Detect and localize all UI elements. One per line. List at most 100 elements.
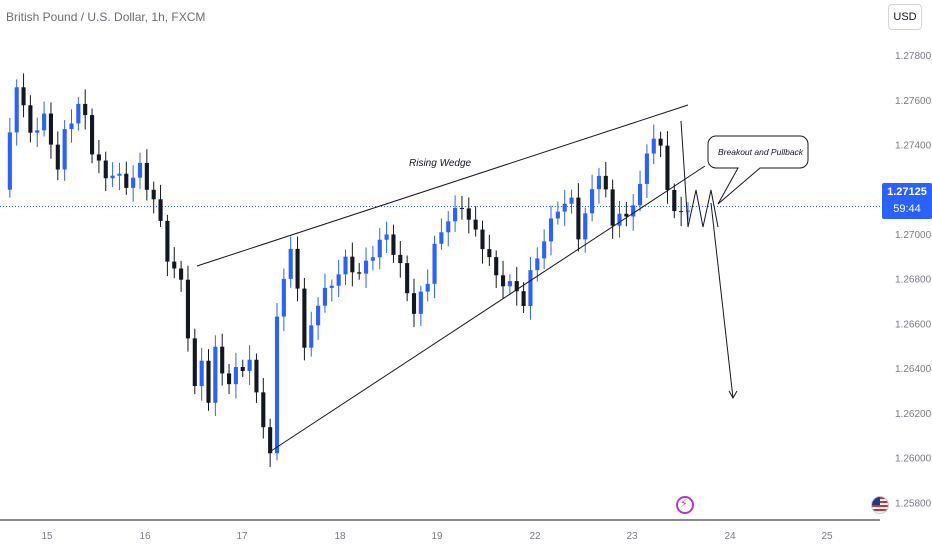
candle-body — [329, 285, 334, 288]
us-flag-event-icon[interactable] — [871, 496, 889, 514]
candle-body — [446, 221, 451, 233]
candle-body — [617, 213, 622, 226]
candle-body — [179, 268, 184, 280]
candle-body — [665, 145, 670, 190]
candle-body — [651, 138, 656, 154]
candle-body — [624, 213, 629, 217]
candle-body — [631, 205, 636, 217]
candle-body — [425, 283, 430, 292]
callout-bubble[interactable] — [707, 135, 809, 205]
candle-body — [233, 366, 238, 385]
candle-body — [151, 189, 156, 200]
candle-body — [42, 113, 47, 131]
time-tick-label: 16 — [139, 531, 151, 542]
candle-body — [89, 115, 95, 155]
candle-body — [83, 103, 88, 116]
candle-body — [507, 281, 512, 287]
candle-body — [377, 239, 382, 258]
wedge-lower-trendline[interactable] — [267, 165, 706, 454]
time-axis[interactable]: 15 16 17 18 19 22 23 24 25 — [41, 531, 833, 542]
candle-body — [487, 249, 492, 258]
last-price-badge: 1.27125 59:44 — [882, 183, 932, 219]
price-tick-label: 1.26400 — [895, 364, 932, 375]
candle-body — [466, 208, 471, 220]
last-price-value: 1.27125 — [887, 186, 927, 198]
candle-body — [610, 189, 615, 226]
candle-body — [131, 177, 136, 188]
candle-body — [672, 189, 677, 212]
candle-body — [185, 279, 191, 339]
candle-body — [69, 123, 74, 130]
price-tick-label: 1.27800 — [895, 51, 932, 62]
candle-body — [192, 338, 197, 387]
candle-body — [514, 281, 519, 292]
candle-body — [226, 373, 232, 385]
candle-body — [281, 278, 286, 317]
price-tick-label: 1.25800 — [895, 498, 932, 509]
candle-body — [288, 248, 293, 279]
candle-body — [370, 257, 375, 261]
candle-body — [391, 234, 396, 255]
bar-countdown: 59:44 — [893, 203, 921, 215]
candle-body — [363, 260, 369, 274]
projection-arrowhead — [728, 390, 738, 400]
candle-body — [405, 263, 410, 294]
candle-body — [384, 234, 389, 240]
candle-body — [110, 175, 115, 179]
candle-body — [302, 288, 307, 348]
candle-body — [206, 360, 211, 403]
time-tick-label: 17 — [236, 531, 248, 542]
currency-button[interactable]: USD — [888, 4, 922, 30]
candle-body — [7, 132, 12, 190]
time-tick-label: 24 — [724, 531, 736, 542]
candle-body — [343, 256, 348, 275]
candle-body — [603, 175, 608, 190]
price-axis[interactable]: 1.278001.276001.274001.272001.270001.268… — [895, 51, 932, 509]
drawings-layer[interactable]: Rising Wedge Breakout and Pullback — [196, 104, 809, 454]
candle-body — [172, 261, 177, 269]
candle-body — [576, 197, 581, 240]
wedge-upper-trendline[interactable] — [196, 104, 689, 267]
projection-arrow[interactable] — [710, 202, 734, 399]
candle-body — [165, 220, 170, 262]
price-tick-label: 1.26800 — [895, 275, 932, 286]
lightning-event-icon[interactable] — [676, 496, 694, 514]
candle-body — [480, 229, 485, 250]
candle-series — [7, 73, 691, 467]
time-tick-label: 19 — [431, 531, 443, 542]
candle-body — [261, 392, 266, 428]
symbol-title: British Pound / U.S. Dollar, 1h, FXCM — [6, 10, 206, 24]
candle-body — [569, 197, 574, 204]
candle-body — [439, 232, 444, 244]
candle-body — [411, 293, 417, 314]
candle-body — [199, 360, 204, 387]
candle-body — [583, 213, 588, 240]
candle-body — [521, 291, 526, 306]
price-tick-label: 1.26000 — [895, 454, 932, 465]
candle-body — [494, 257, 499, 276]
candle-body — [473, 219, 478, 230]
time-tick-label: 22 — [529, 531, 541, 542]
candle-body — [158, 199, 163, 221]
candle-body — [35, 130, 40, 133]
candle-body — [528, 270, 533, 306]
candle-body — [590, 189, 595, 214]
candle-body — [336, 274, 341, 286]
pullback-zigzag[interactable] — [680, 120, 719, 228]
candle-body — [76, 103, 81, 124]
candle-body — [254, 359, 259, 393]
candle-body — [240, 366, 245, 371]
candle-body — [562, 203, 567, 212]
candle-body — [14, 87, 19, 133]
candle-body — [28, 105, 33, 133]
candle-body — [542, 241, 547, 259]
candle-body — [137, 162, 143, 178]
price-tick-label: 1.27600 — [895, 96, 932, 107]
candle-body — [453, 207, 458, 222]
candle-body — [322, 287, 328, 306]
rising-wedge-label: Rising Wedge — [409, 158, 472, 169]
candle-body — [117, 173, 122, 176]
candle-body — [144, 162, 149, 190]
candle-body — [679, 211, 684, 213]
